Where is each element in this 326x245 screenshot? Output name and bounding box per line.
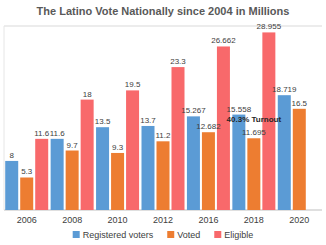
bar: [111, 153, 124, 210]
bar: [5, 161, 18, 210]
legend-swatch: [167, 231, 174, 238]
data-label: 13.5: [95, 117, 111, 126]
category-label: 2020: [289, 215, 309, 225]
bar: [81, 100, 94, 210]
bar: [51, 139, 64, 210]
data-label: 16.5: [291, 99, 307, 108]
data-label: 9.7: [67, 141, 79, 150]
bar: [66, 151, 79, 210]
legend: Registered voters Voted Eligible: [73, 230, 254, 240]
bar: [157, 141, 170, 210]
data-label: 12.682: [196, 122, 221, 131]
data-label: 5.3: [21, 167, 33, 176]
data-label: 23.3: [170, 57, 186, 66]
data-label: 11.6: [50, 129, 66, 138]
category-label: 2008: [62, 215, 82, 225]
annotation: 40.3% Turnout: [227, 115, 282, 124]
bar: [172, 67, 185, 210]
data-labels: 8 11.6 13.5 13.7 15.267 15.558 18.719 5.3 9.7 9.3…: [9, 22, 307, 176]
data-label: 11.6: [34, 129, 50, 138]
bar: [247, 138, 260, 210]
data-label: 11.2: [156, 131, 172, 140]
category-label: 2010: [108, 215, 128, 225]
chart-svg: The Latino Vote Nationally since 2004 in…: [0, 0, 326, 245]
bar: [293, 109, 306, 210]
data-label: 18: [83, 90, 92, 99]
title: The Latino Vote Nationally since 2004 in…: [37, 5, 290, 17]
data-label: 9.3: [112, 143, 124, 152]
bar: [96, 127, 109, 210]
bar: [20, 177, 33, 210]
data-label: 15.267: [181, 106, 206, 115]
data-label: 18.719: [272, 85, 297, 94]
data-label: 13.7: [140, 116, 156, 125]
legend-swatch: [214, 231, 221, 238]
chart-container: The Latino Vote Nationally since 2004 in…: [0, 0, 326, 245]
legend-label: Registered voters: [83, 230, 154, 240]
bar: [202, 132, 215, 210]
data-label: 19.5: [125, 80, 141, 89]
bar: [142, 126, 155, 210]
category-label: 2006: [17, 215, 37, 225]
bar: [278, 95, 291, 210]
bars: [5, 32, 306, 210]
category-label: 2012: [153, 215, 173, 225]
data-label: 28.955: [257, 22, 282, 31]
bar: [126, 90, 139, 210]
category-label: 2018: [244, 215, 264, 225]
data-label: 15.558: [227, 105, 252, 114]
data-label: 26.662: [211, 36, 236, 45]
legend-label: Eligible: [224, 230, 253, 240]
legend-label: Voted: [177, 230, 200, 240]
category-label: 2016: [198, 215, 218, 225]
legend-swatch: [73, 231, 80, 238]
data-label: 8: [9, 151, 14, 160]
bar: [35, 139, 48, 210]
value-axis-line: [4, 26, 5, 210]
data-label: 11.695: [242, 128, 266, 137]
